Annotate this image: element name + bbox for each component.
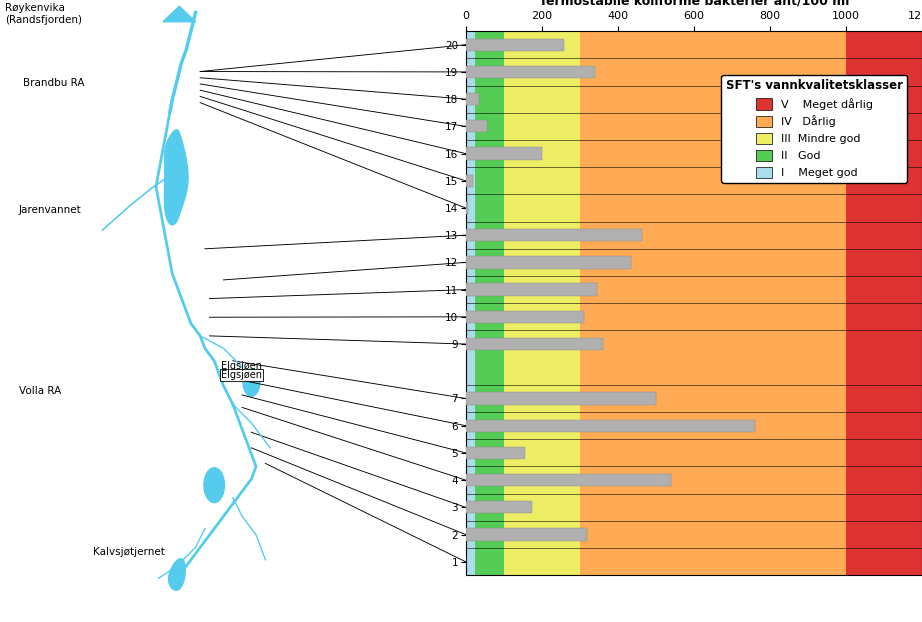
Text: Røykenvika
(Randsfjorden): Røykenvika (Randsfjorden) <box>5 3 82 25</box>
Bar <box>466 39 564 51</box>
Text: Kalvsjøtjernet: Kalvsjøtjernet <box>93 547 165 557</box>
Bar <box>466 392 656 404</box>
Bar <box>466 256 631 269</box>
Bar <box>466 66 595 78</box>
Bar <box>466 175 473 187</box>
Bar <box>475 31 503 575</box>
Text: Jarenvannet: Jarenvannet <box>18 205 81 215</box>
Bar <box>466 529 587 541</box>
Polygon shape <box>169 559 185 590</box>
Bar <box>466 447 525 459</box>
Text: Brandbu RA: Brandbu RA <box>23 78 85 88</box>
Bar <box>466 93 479 105</box>
Bar <box>466 311 584 323</box>
Bar <box>466 229 643 241</box>
Polygon shape <box>204 468 224 503</box>
Bar <box>466 147 542 160</box>
Legend: V    Meget dårlig, IV   Dårlig, III  Mindre god, II   God, I    Meget god: V Meget dårlig, IV Dårlig, III Mindre go… <box>721 75 907 183</box>
Bar <box>466 338 603 350</box>
Bar <box>580 31 846 575</box>
Polygon shape <box>163 6 195 22</box>
Bar <box>466 31 475 575</box>
Text: Volla RA: Volla RA <box>18 386 61 396</box>
Text: Elgsjøen: Elgsjøen <box>221 370 262 380</box>
Polygon shape <box>243 369 260 396</box>
Text: Elgsjøen: Elgsjøen <box>221 361 262 371</box>
Bar <box>466 120 487 132</box>
Bar <box>466 202 467 214</box>
Bar <box>466 501 532 513</box>
X-axis label: Termostabile koliforme bakterier ant/100 ml: Termostabile koliforme bakterier ant/100… <box>538 0 849 7</box>
Bar <box>466 474 671 486</box>
Bar <box>846 31 922 575</box>
Bar <box>466 284 597 295</box>
Bar <box>466 420 754 432</box>
Polygon shape <box>164 130 188 225</box>
Bar <box>503 31 580 575</box>
